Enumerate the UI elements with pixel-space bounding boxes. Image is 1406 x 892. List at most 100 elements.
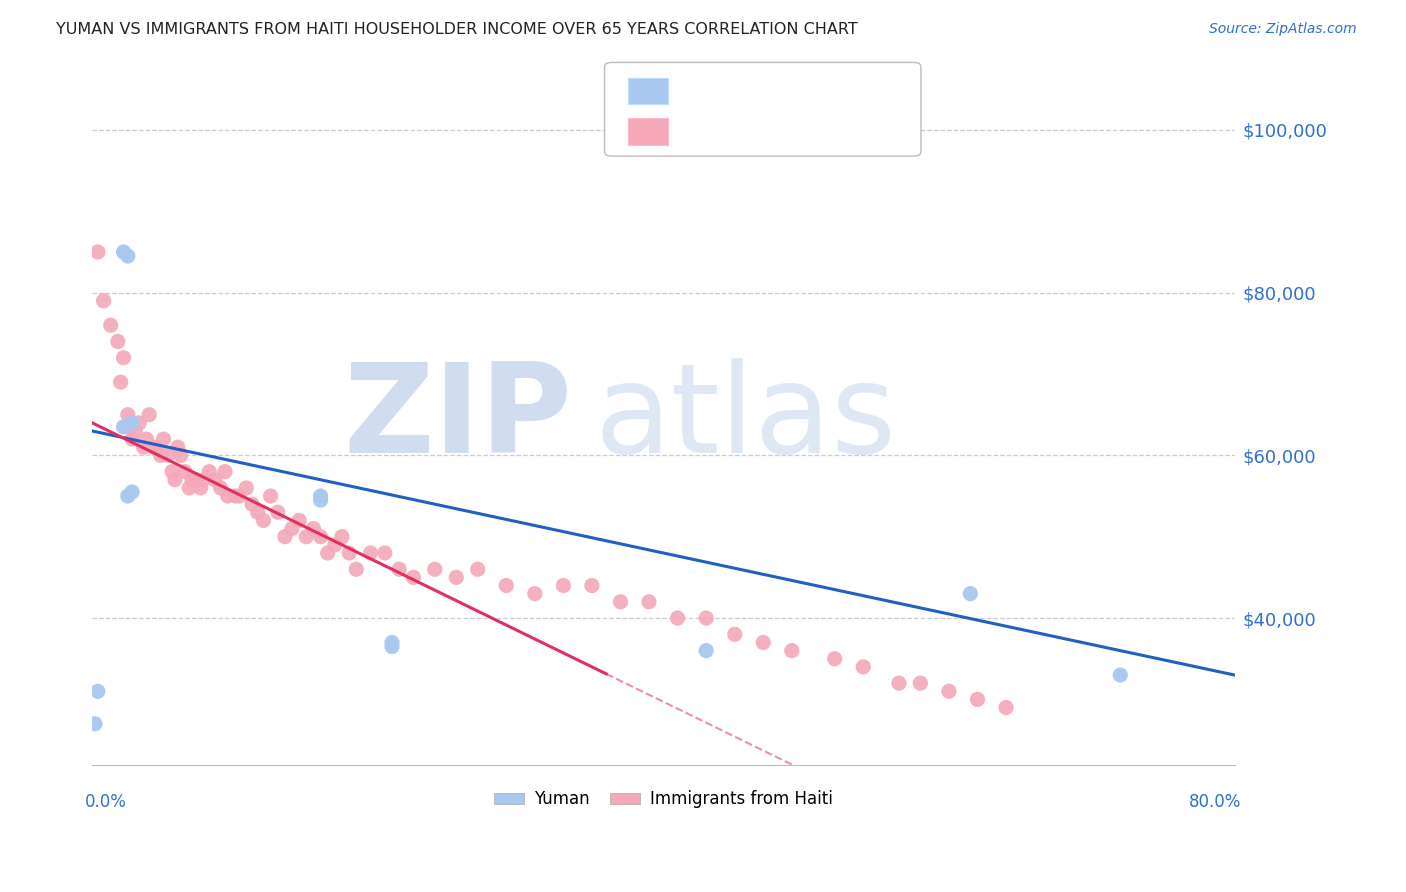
Point bbox=[190, 481, 212, 495]
Point bbox=[302, 522, 325, 536]
Point bbox=[495, 578, 517, 592]
Text: ZIP: ZIP bbox=[343, 359, 572, 479]
Point bbox=[288, 513, 311, 527]
Text: Source: ZipAtlas.com: Source: ZipAtlas.com bbox=[1209, 22, 1357, 37]
Point bbox=[638, 595, 661, 609]
Point bbox=[93, 293, 115, 308]
Point bbox=[887, 676, 910, 690]
Point bbox=[523, 587, 546, 601]
Point bbox=[179, 481, 201, 495]
Text: 0.0%: 0.0% bbox=[84, 793, 127, 811]
Text: 80.0%: 80.0% bbox=[1189, 793, 1241, 811]
Point bbox=[295, 530, 318, 544]
Point bbox=[117, 249, 139, 263]
Point bbox=[360, 546, 382, 560]
Point bbox=[446, 570, 468, 584]
Point bbox=[252, 513, 274, 527]
Text: N =: N = bbox=[815, 123, 849, 138]
Point bbox=[995, 700, 1018, 714]
Point bbox=[112, 351, 135, 365]
Point bbox=[214, 465, 236, 479]
Point bbox=[267, 505, 290, 519]
Point bbox=[316, 546, 339, 560]
Point bbox=[467, 562, 489, 576]
Text: -0.317: -0.317 bbox=[738, 83, 797, 101]
Point bbox=[388, 562, 411, 576]
Point bbox=[87, 244, 110, 259]
Point bbox=[145, 440, 167, 454]
Point bbox=[121, 485, 143, 500]
Point bbox=[259, 489, 281, 503]
Text: N =: N = bbox=[815, 83, 849, 98]
Point bbox=[337, 546, 360, 560]
Point bbox=[402, 570, 425, 584]
Text: 77: 77 bbox=[848, 123, 872, 141]
Point bbox=[824, 652, 846, 666]
Point bbox=[166, 440, 188, 454]
Text: YUMAN VS IMMIGRANTS FROM HAITI HOUSEHOLDER INCOME OVER 65 YEARS CORRELATION CHAR: YUMAN VS IMMIGRANTS FROM HAITI HOUSEHOLD… bbox=[56, 22, 858, 37]
Point bbox=[246, 505, 269, 519]
Point bbox=[100, 318, 122, 333]
Point bbox=[160, 465, 183, 479]
Point bbox=[581, 578, 603, 592]
Point bbox=[281, 522, 304, 536]
Point bbox=[553, 578, 575, 592]
Text: 15: 15 bbox=[848, 83, 870, 101]
Point bbox=[330, 530, 353, 544]
Point bbox=[780, 643, 803, 657]
Point bbox=[309, 530, 332, 544]
Point bbox=[374, 546, 396, 560]
Point bbox=[240, 497, 263, 511]
Point bbox=[323, 538, 346, 552]
Point bbox=[128, 416, 150, 430]
Point bbox=[138, 408, 160, 422]
Point bbox=[852, 660, 875, 674]
Point bbox=[910, 676, 932, 690]
Point bbox=[235, 481, 257, 495]
Point bbox=[228, 489, 250, 503]
Point bbox=[309, 493, 332, 508]
Text: R =: R = bbox=[685, 123, 718, 138]
Point bbox=[344, 562, 367, 576]
Point bbox=[609, 595, 631, 609]
Point bbox=[752, 635, 775, 649]
Legend: Yuman, Immigrants from Haiti: Yuman, Immigrants from Haiti bbox=[488, 784, 839, 815]
Point bbox=[135, 432, 157, 446]
Point bbox=[695, 643, 717, 657]
Point bbox=[112, 244, 135, 259]
Point bbox=[149, 448, 172, 462]
Point bbox=[193, 473, 215, 487]
Point bbox=[152, 432, 174, 446]
Point bbox=[117, 489, 139, 503]
Point bbox=[209, 481, 232, 495]
Text: -0.488: -0.488 bbox=[738, 123, 797, 141]
Point bbox=[309, 489, 332, 503]
Point bbox=[724, 627, 747, 641]
Point bbox=[156, 448, 179, 462]
Point bbox=[217, 489, 239, 503]
Point bbox=[87, 684, 110, 698]
Point bbox=[938, 684, 960, 698]
Point bbox=[224, 489, 246, 503]
Point bbox=[381, 635, 404, 649]
Point bbox=[423, 562, 446, 576]
Point bbox=[110, 375, 132, 389]
Point bbox=[124, 424, 146, 438]
Point bbox=[198, 465, 221, 479]
Point bbox=[695, 611, 717, 625]
Point bbox=[666, 611, 689, 625]
Point bbox=[181, 473, 204, 487]
Point bbox=[381, 640, 404, 654]
Point bbox=[142, 440, 165, 454]
Text: atlas: atlas bbox=[595, 359, 897, 479]
Point bbox=[107, 334, 129, 349]
Point bbox=[174, 465, 197, 479]
Point bbox=[186, 473, 208, 487]
Point bbox=[966, 692, 988, 706]
Point bbox=[204, 473, 226, 487]
Point bbox=[169, 448, 191, 462]
Point bbox=[959, 587, 981, 601]
Text: R =: R = bbox=[685, 83, 718, 98]
Point bbox=[84, 716, 107, 731]
Point bbox=[163, 473, 186, 487]
